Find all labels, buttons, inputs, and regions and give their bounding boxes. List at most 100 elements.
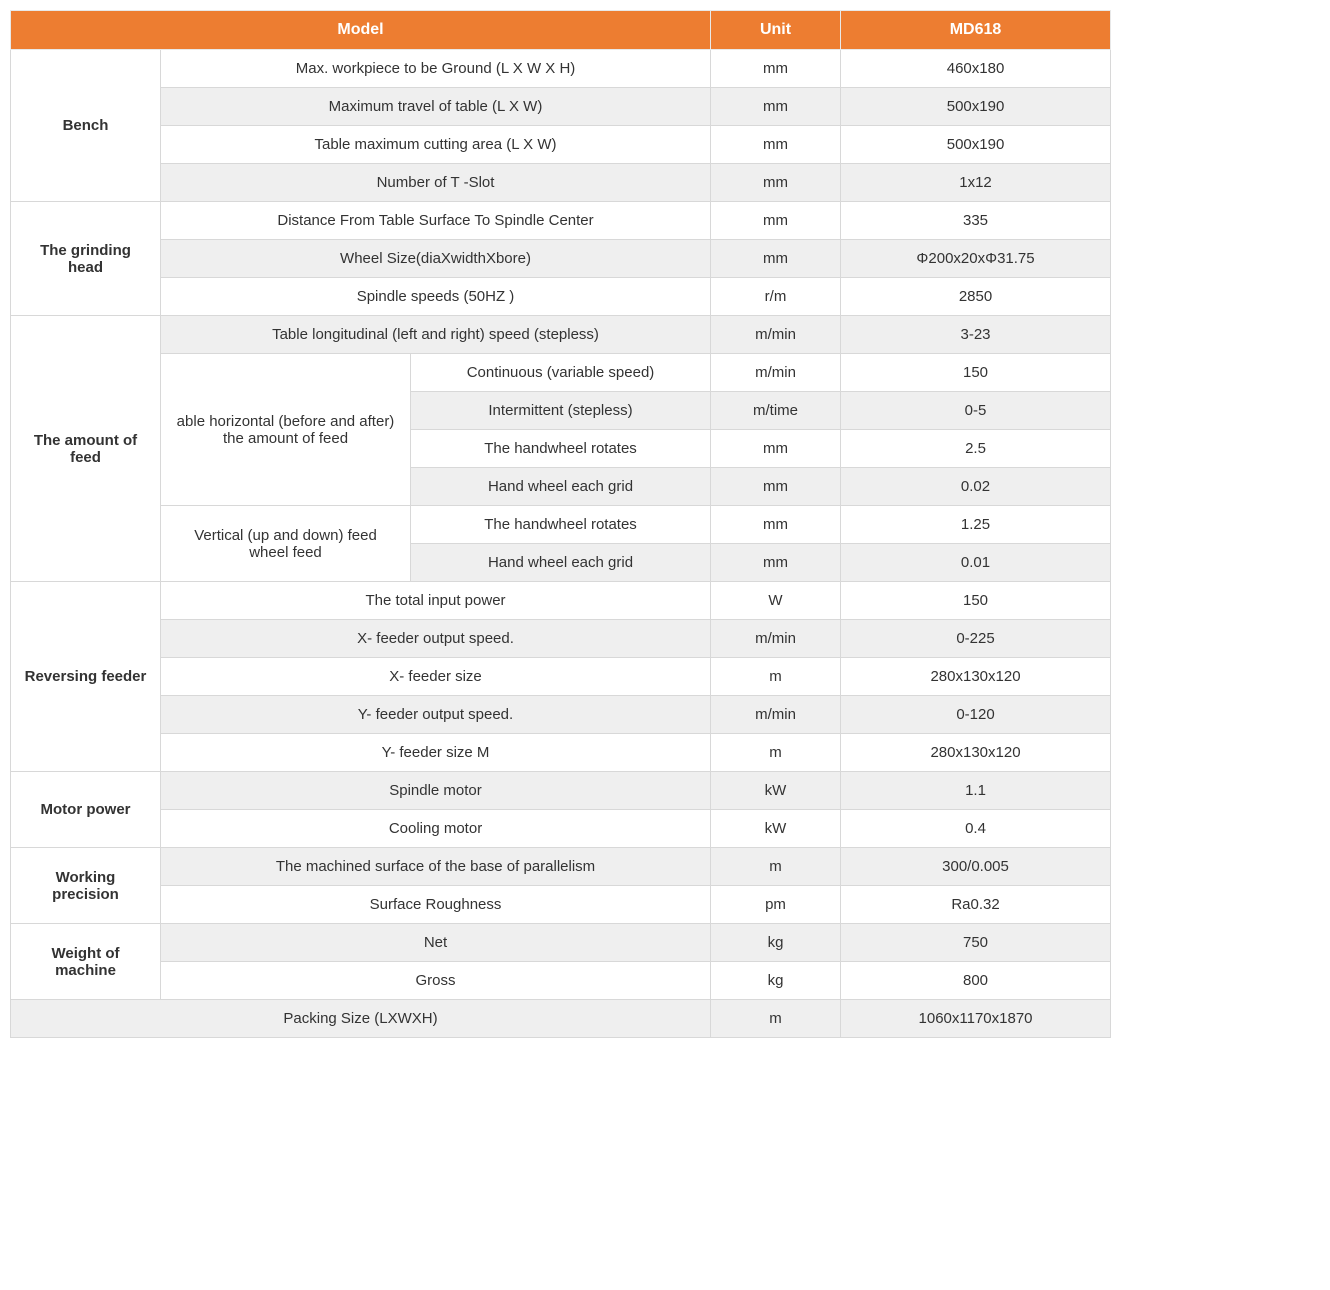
- unit-cell: m: [711, 734, 841, 772]
- value-cell: 150: [841, 354, 1111, 392]
- value-cell: 460x180: [841, 50, 1111, 88]
- header-product: MD618: [841, 11, 1111, 50]
- value-cell: 3-23: [841, 316, 1111, 354]
- table-row: The grinding head Distance From Table Su…: [11, 202, 1111, 240]
- value-cell: 0.01: [841, 544, 1111, 582]
- table-row: Weight of machine Net kg 750: [11, 924, 1111, 962]
- section-weight: Weight of machine: [11, 924, 161, 1000]
- value-cell: Ra0.32: [841, 886, 1111, 924]
- table-row: Y- feeder output speed. m/min 0-120: [11, 696, 1111, 734]
- value-cell: 1.1: [841, 772, 1111, 810]
- unit-cell: m/min: [711, 354, 841, 392]
- table-row: Packing Size (LXWXH) m 1060x1170x1870: [11, 1000, 1111, 1038]
- unit-cell: mm: [711, 50, 841, 88]
- param-cell: X- feeder output speed.: [161, 620, 711, 658]
- unit-cell: mm: [711, 544, 841, 582]
- param-cell: Hand wheel each grid: [411, 544, 711, 582]
- table-row: Gross kg 800: [11, 962, 1111, 1000]
- param-cell: Y- feeder output speed.: [161, 696, 711, 734]
- value-cell: 0-120: [841, 696, 1111, 734]
- section-packing-size: Packing Size (LXWXH): [11, 1000, 711, 1038]
- value-cell: 1.25: [841, 506, 1111, 544]
- header-row: Model Unit MD618: [11, 11, 1111, 50]
- table-row: X- feeder output speed. m/min 0-225: [11, 620, 1111, 658]
- param-cell: Maximum travel of table (L X W): [161, 88, 711, 126]
- unit-cell: mm: [711, 430, 841, 468]
- table-row: Table maximum cutting area (L X W) mm 50…: [11, 126, 1111, 164]
- table-row: X- feeder size m 280x130x120: [11, 658, 1111, 696]
- unit-cell: m/min: [711, 696, 841, 734]
- value-cell: 1x12: [841, 164, 1111, 202]
- unit-cell: m/min: [711, 316, 841, 354]
- param-cell: The handwheel rotates: [411, 506, 711, 544]
- table-row: Maximum travel of table (L X W) mm 500x1…: [11, 88, 1111, 126]
- table-row: Wheel Size(diaXwidthXbore) mm Φ200x20xΦ3…: [11, 240, 1111, 278]
- header-unit: Unit: [711, 11, 841, 50]
- param-cell: The total input power: [161, 582, 711, 620]
- table-row: Vertical (up and down) feed wheel feed T…: [11, 506, 1111, 544]
- value-cell: 0.4: [841, 810, 1111, 848]
- value-cell: 2.5: [841, 430, 1111, 468]
- unit-cell: kW: [711, 810, 841, 848]
- section-grinding-head: The grinding head: [11, 202, 161, 316]
- table-row: able horizontal (before and after) the a…: [11, 354, 1111, 392]
- value-cell: 300/0.005: [841, 848, 1111, 886]
- unit-cell: mm: [711, 164, 841, 202]
- param-cell: Table longitudinal (left and right) spee…: [161, 316, 711, 354]
- value-cell: 800: [841, 962, 1111, 1000]
- table-row: Number of T -Slot mm 1x12: [11, 164, 1111, 202]
- value-cell: 150: [841, 582, 1111, 620]
- value-cell: 500x190: [841, 126, 1111, 164]
- param-cell: Surface Roughness: [161, 886, 711, 924]
- param-cell: The machined surface of the base of para…: [161, 848, 711, 886]
- unit-cell: mm: [711, 240, 841, 278]
- value-cell: Φ200x20xΦ31.75: [841, 240, 1111, 278]
- value-cell: 0.02: [841, 468, 1111, 506]
- param-cell: Max. workpiece to be Ground (L X W X H): [161, 50, 711, 88]
- unit-cell: mm: [711, 126, 841, 164]
- unit-cell: r/m: [711, 278, 841, 316]
- param-cell: Intermittent (stepless): [411, 392, 711, 430]
- unit-cell: W: [711, 582, 841, 620]
- unit-cell: kW: [711, 772, 841, 810]
- unit-cell: kg: [711, 924, 841, 962]
- table-row: Bench Max. workpiece to be Ground (L X W…: [11, 50, 1111, 88]
- param-cell: Wheel Size(diaXwidthXbore): [161, 240, 711, 278]
- unit-cell: kg: [711, 962, 841, 1000]
- param-cell: Gross: [161, 962, 711, 1000]
- table-row: Surface Roughness pm Ra0.32: [11, 886, 1111, 924]
- param-cell: Spindle speeds (50HZ ): [161, 278, 711, 316]
- param-cell: Hand wheel each grid: [411, 468, 711, 506]
- param-cell: Spindle motor: [161, 772, 711, 810]
- value-cell: 0-5: [841, 392, 1111, 430]
- table-row: Y- feeder size M m 280x130x120: [11, 734, 1111, 772]
- unit-cell: m/time: [711, 392, 841, 430]
- unit-cell: mm: [711, 468, 841, 506]
- table-row: The amount of feed Table longitudinal (l…: [11, 316, 1111, 354]
- value-cell: 500x190: [841, 88, 1111, 126]
- unit-cell: m: [711, 658, 841, 696]
- value-cell: 750: [841, 924, 1111, 962]
- unit-cell: pm: [711, 886, 841, 924]
- section-bench: Bench: [11, 50, 161, 202]
- table-row: Cooling motor kW 0.4: [11, 810, 1111, 848]
- param-cell: Distance From Table Surface To Spindle C…: [161, 202, 711, 240]
- table-row: Reversing feeder The total input power W…: [11, 582, 1111, 620]
- param-cell: Net: [161, 924, 711, 962]
- param-cell: The handwheel rotates: [411, 430, 711, 468]
- param-cell: Cooling motor: [161, 810, 711, 848]
- param-cell: Number of T -Slot: [161, 164, 711, 202]
- value-cell: 2850: [841, 278, 1111, 316]
- value-cell: 1060x1170x1870: [841, 1000, 1111, 1038]
- unit-cell: mm: [711, 88, 841, 126]
- table-row: Spindle speeds (50HZ ) r/m 2850: [11, 278, 1111, 316]
- value-cell: 280x130x120: [841, 658, 1111, 696]
- table-row: Working precision The machined surface o…: [11, 848, 1111, 886]
- section-working-precision: Working precision: [11, 848, 161, 924]
- sub-section-horizontal: able horizontal (before and after) the a…: [161, 354, 411, 506]
- sub-section-vertical: Vertical (up and down) feed wheel feed: [161, 506, 411, 582]
- section-reversing-feeder: Reversing feeder: [11, 582, 161, 772]
- unit-cell: mm: [711, 506, 841, 544]
- section-amount-of-feed: The amount of feed: [11, 316, 161, 582]
- value-cell: 0-225: [841, 620, 1111, 658]
